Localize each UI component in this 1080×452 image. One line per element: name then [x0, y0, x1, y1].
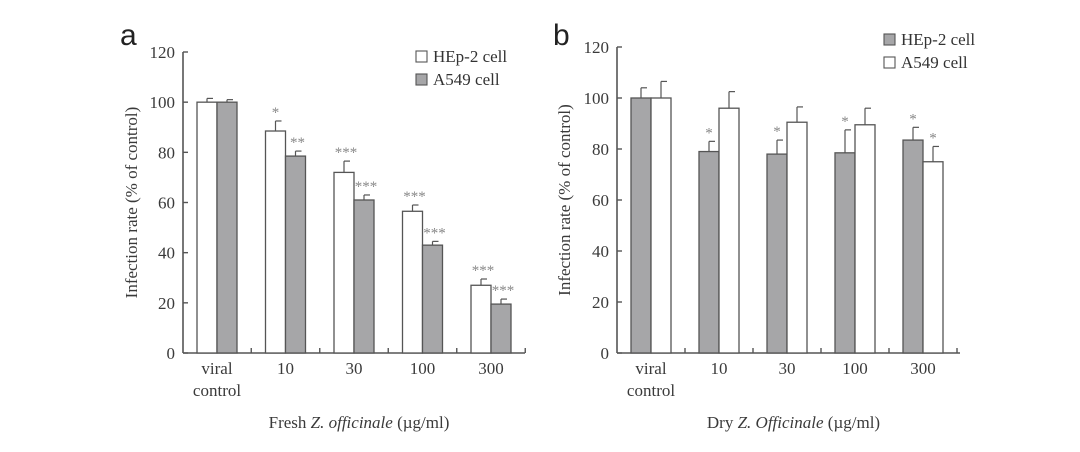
panel-label: b [553, 19, 570, 52]
x-tick-label: 30 [346, 359, 363, 378]
x-tick-label: 100 [410, 359, 436, 378]
bar-a549-cell [421, 244, 444, 354]
x-axis-title: Fresh Z. officinale (µg/ml) [269, 413, 450, 432]
legend-swatch [883, 33, 896, 46]
legend-label: HEp-2 cell [433, 47, 507, 66]
y-axis-title: Infection rate (% of control) [555, 104, 574, 296]
chart-panel-a: a020406080100120viralcontrol***10******3… [120, 19, 526, 432]
x-tick-label: viral [201, 359, 232, 378]
y-tick-label: 120 [584, 38, 610, 57]
significance-marker: *** [472, 263, 495, 279]
significance-marker: * [909, 111, 917, 127]
y-tick-label: 60 [592, 191, 609, 210]
y-tick-label: 0 [167, 344, 176, 363]
x-tick-label: control [193, 381, 241, 400]
y-tick-label: 0 [601, 344, 610, 363]
bar-a549-cell [922, 161, 944, 354]
y-tick-label: 20 [592, 293, 609, 312]
legend-label: HEp-2 cell [901, 30, 975, 49]
y-tick-label: 40 [158, 244, 175, 263]
bar-hep-2-cell [333, 171, 355, 354]
bar-hep-2-cell [264, 130, 287, 354]
significance-marker: *** [335, 145, 358, 161]
x-tick-label: 300 [478, 359, 504, 378]
legend-swatch [415, 73, 428, 86]
x-tick-label: 10 [277, 359, 294, 378]
significance-marker: *** [403, 189, 426, 205]
legend: HEp-2 cell A549 cell [415, 47, 507, 89]
bar-a549-cell [284, 155, 307, 354]
bar-a549-cell [786, 121, 808, 354]
y-tick-label: 20 [158, 294, 175, 313]
significance-marker: *** [355, 179, 378, 195]
bar-hep-2-cell [196, 101, 218, 354]
bar-hep-2-cell [698, 150, 720, 354]
legend-swatch [883, 56, 896, 69]
y-tick-label: 80 [158, 143, 175, 162]
bar-hep-2-cell [401, 210, 424, 354]
y-tick-label: 120 [150, 43, 176, 62]
bar-a549-cell [854, 124, 876, 354]
significance-marker: *** [492, 283, 515, 299]
y-tick-label: 60 [158, 194, 175, 213]
x-tick-label: 30 [779, 359, 796, 378]
y-tick-label: 80 [592, 140, 609, 159]
y-tick-label: 100 [150, 93, 176, 112]
significance-marker: *** [423, 225, 446, 241]
significance-marker: * [929, 130, 937, 146]
chart-panel-b: b 0 20 40 60 80 100 120 viral control * 10 * 30 * 100 * *… [553, 19, 975, 432]
bar-a549-cell [490, 303, 512, 354]
bar-hep-2-cell [766, 153, 788, 354]
significance-marker: * [272, 105, 280, 121]
bar-hep-2-cell [630, 97, 652, 354]
significance-marker: * [841, 114, 849, 130]
x-tick-label: 10 [711, 359, 728, 378]
legend: HEp-2 cell A549 cell [883, 30, 975, 72]
legend-swatch [415, 50, 428, 63]
bar-a549-cell [718, 107, 740, 354]
bar-a549-cell [650, 97, 672, 354]
bar-hep-2-cell [834, 152, 856, 354]
x-tick-label: 100 [842, 359, 868, 378]
y-tick-label: 40 [592, 242, 609, 261]
legend-label: A549 cell [901, 53, 968, 72]
bar-hep-2-cell [470, 284, 492, 354]
x-tick-label: control [627, 381, 675, 400]
x-axis-title: Dry Z. Officinale (µg/ml) [707, 413, 880, 432]
significance-marker: ** [290, 135, 305, 151]
bar-a549-cell [353, 199, 375, 354]
significance-marker: * [773, 124, 781, 140]
bar-hep-2-cell [902, 139, 924, 354]
y-axis-title: Infection rate (% of control) [122, 107, 141, 299]
legend-label: A549 cell [433, 70, 500, 89]
bar-a549-cell [216, 101, 238, 354]
y-tick-label: 100 [584, 89, 610, 108]
x-tick-label: 300 [910, 359, 936, 378]
significance-marker: * [705, 125, 713, 141]
panel-label: a [120, 19, 137, 52]
x-tick-label: viral [635, 359, 666, 378]
